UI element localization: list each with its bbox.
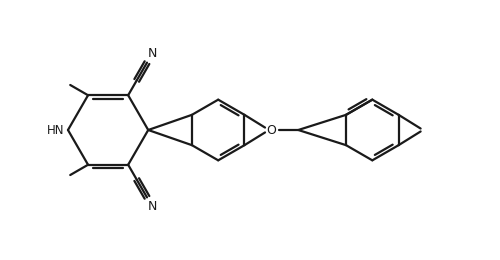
- Text: N: N: [148, 47, 157, 60]
- Text: HN: HN: [46, 124, 64, 136]
- Text: O: O: [266, 124, 276, 136]
- Text: N: N: [148, 200, 157, 213]
